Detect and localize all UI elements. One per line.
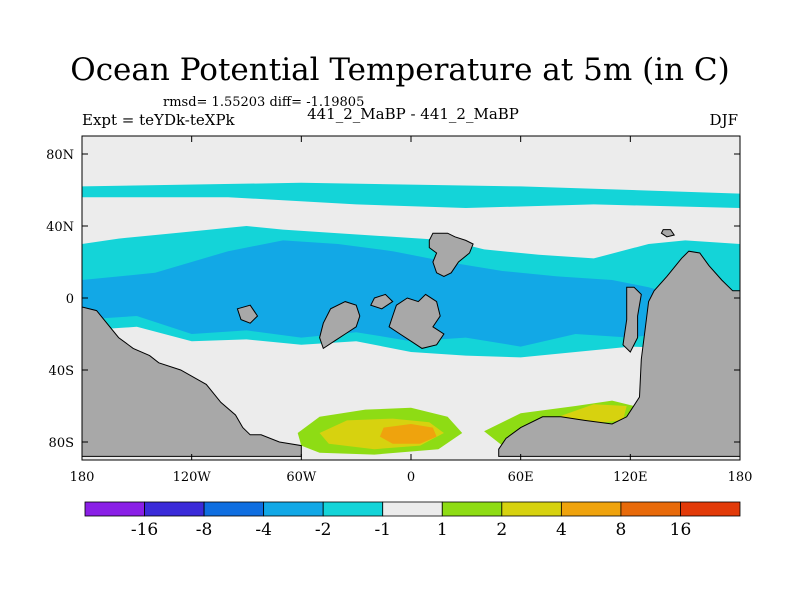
colorbar-swatch xyxy=(441,501,503,517)
land-gulf-island xyxy=(319,301,361,350)
colorbar-label: -1 xyxy=(374,520,391,540)
y-tick-label: 80N xyxy=(46,148,74,163)
region-south-orange xyxy=(379,424,437,444)
colorbar-swatch xyxy=(501,501,562,517)
season-label: DJF xyxy=(709,111,738,129)
x-tick-label: 180 xyxy=(728,470,753,485)
y-tick-label: 0 xyxy=(66,292,74,307)
experiment-label: Expt = teYDk-teXPk xyxy=(82,111,235,129)
colorbar-swatch xyxy=(322,501,384,517)
land-central-island-1 xyxy=(388,293,445,349)
x-tick-label: 180 xyxy=(70,470,95,485)
colorbar-swatch xyxy=(560,501,622,517)
y-tick-label: 40S xyxy=(49,364,74,379)
colorbar-label: 1 xyxy=(437,520,448,540)
region-north-band xyxy=(82,182,740,208)
colorbar-swatch xyxy=(203,501,265,517)
x-tick-label: 60W xyxy=(286,470,317,485)
land-east-peninsula xyxy=(622,286,642,353)
x-tick-label: 120W xyxy=(173,470,212,485)
colorbar: -16 -8 -4 -2 -1 1 2 4 8 16 xyxy=(84,501,741,540)
colorbar-swatch xyxy=(680,501,741,517)
colorbar-label: -16 xyxy=(131,520,158,540)
rmsd-diff-stats: rmsd= 1.55203 diff= -1.19805 xyxy=(163,95,365,110)
x-tick-label: 120E xyxy=(613,470,647,485)
axis-layer: 180 120W 60W 0 60E 120E 180 80N 40N 0 40S 80S xyxy=(46,136,752,485)
y-tick-label: 80S xyxy=(49,436,74,451)
map-layer xyxy=(82,136,740,460)
colorbar-label: 4 xyxy=(556,520,567,540)
land-far-east-islet xyxy=(660,229,676,238)
case-label: 441_2_MaBP - 441_2_MaBP xyxy=(307,105,519,123)
land-atlantic-island xyxy=(428,232,474,277)
colorbar-swatch xyxy=(620,501,681,517)
colorbar-label: -4 xyxy=(255,520,272,540)
colorbar-swatch xyxy=(84,501,145,517)
colorbar-label: 16 xyxy=(670,520,692,540)
y-tick-label: 40N xyxy=(46,220,74,235)
colorbar-label: -8 xyxy=(196,520,213,540)
x-tick-label: 60E xyxy=(508,470,534,485)
land-africa-antarctica-australia xyxy=(498,250,740,457)
land-south-america-antarctica xyxy=(82,306,302,457)
x-tick-label: 0 xyxy=(407,470,415,485)
colorbar-swatch xyxy=(382,501,443,517)
colorbar-label: -2 xyxy=(315,520,332,540)
colorbar-swatch xyxy=(263,501,324,517)
land-central-island-3 xyxy=(370,293,394,310)
colorbar-label: 8 xyxy=(615,520,626,540)
chart-title: Ocean Potential Temperature at 5m (in C) xyxy=(70,52,730,88)
land-central-island-2 xyxy=(236,304,259,324)
colorbar-swatch xyxy=(144,501,205,517)
colorbar-label: 2 xyxy=(496,520,507,540)
